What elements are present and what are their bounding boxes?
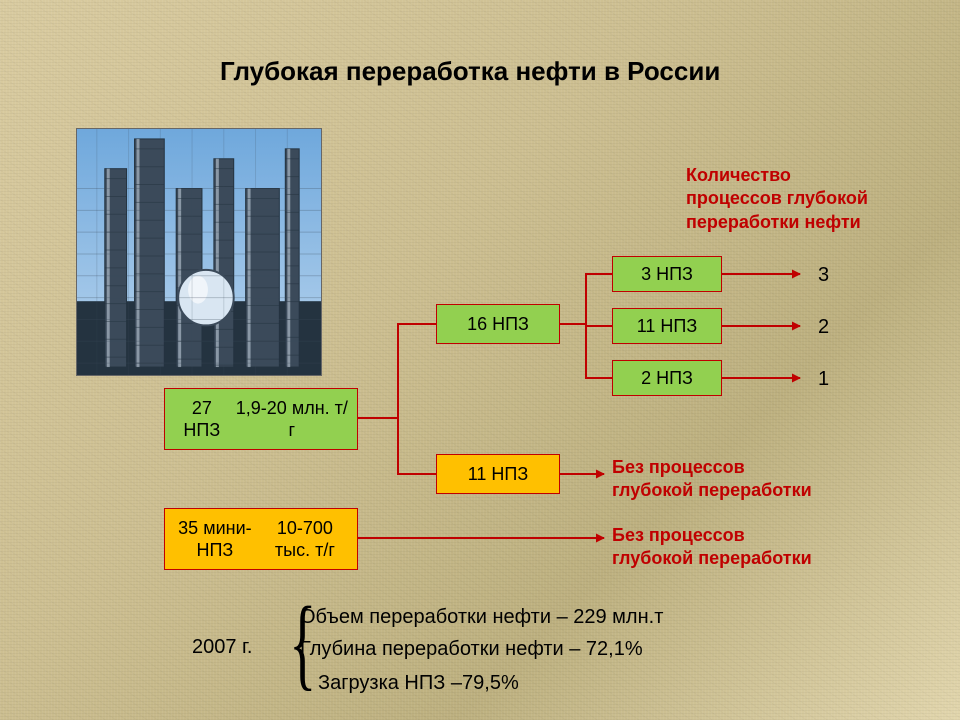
process-count-2: 2 [818, 314, 829, 340]
node-2-npz: 2 НПЗ [612, 360, 722, 396]
no-deep-processing-label-2: Без процессовглубокой переработки [612, 524, 812, 571]
year-label: 2007 г. [192, 636, 252, 659]
slide-canvas: Глубокая переработка нефти в России Коли… [0, 0, 960, 720]
node-16-npz: 16 НПЗ [436, 304, 560, 344]
process-count-1: 1 [818, 366, 829, 392]
no-deep-processing-label-1: Без процессовглубокой переработки [612, 456, 812, 503]
slide-title: Глубокая переработка нефти в России [220, 56, 720, 87]
node-35-mini-npz: 35 мини- НПЗ10-700 тыс. т/г [164, 508, 358, 570]
node-3-npz: 3 НПЗ [612, 256, 722, 292]
refinery-photo [76, 128, 322, 376]
stat-volume: Объем переработки нефти – 229 млн.т [300, 606, 663, 629]
node-11-npz-b: 11 НПЗ [612, 308, 722, 344]
node-11-npz: 11 НПЗ [436, 454, 560, 494]
node-27-npz: 27 НПЗ1,9-20 млн. т/г [164, 388, 358, 450]
process-count-heading: Количествопроцессов глубокойпереработки … [686, 164, 868, 234]
stat-depth: Глубина переработки нефти – 72,1% [300, 638, 643, 661]
refinery-photo-svg [77, 129, 321, 375]
process-count-3: 3 [818, 262, 829, 288]
stat-loading: Загрузка НПЗ –79,5% [318, 672, 519, 695]
